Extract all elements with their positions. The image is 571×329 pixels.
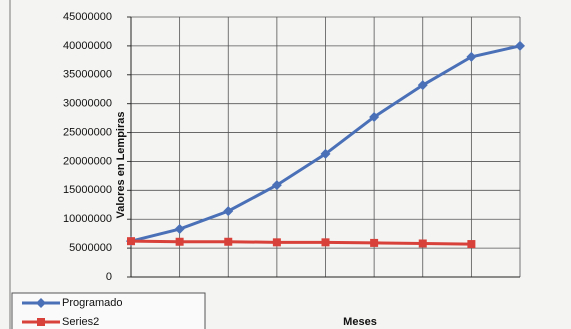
marker — [321, 238, 330, 247]
legend-label: Series2 — [62, 316, 99, 328]
x-axis-label: Meses — [343, 316, 377, 328]
marker — [224, 237, 233, 246]
legend-label: Programado — [62, 297, 123, 309]
marker — [418, 239, 427, 248]
marker — [417, 80, 428, 91]
marker — [175, 237, 184, 246]
marker — [174, 224, 185, 235]
marker — [370, 238, 379, 247]
marker — [320, 148, 331, 159]
y-tick-label: 30000000 — [63, 98, 112, 110]
marker — [223, 206, 234, 217]
series-line — [130, 239, 472, 246]
marker — [369, 111, 380, 122]
marker — [515, 40, 525, 51]
y-tick-label: 20000000 — [63, 155, 112, 167]
y-tick-label: 10000000 — [63, 213, 112, 225]
marker — [127, 237, 135, 246]
marker — [271, 180, 282, 191]
marker — [466, 51, 477, 62]
y-tick-label: 15000000 — [63, 184, 112, 196]
y-tick-label: 25000000 — [63, 126, 112, 138]
y-tick-label: 45000000 — [63, 11, 112, 23]
y-tick-label: 35000000 — [63, 69, 112, 81]
marker — [467, 240, 476, 249]
marker — [272, 238, 281, 247]
y-tick-label: 0 — [106, 271, 112, 283]
marker — [37, 318, 45, 326]
y-tick-label: 5000000 — [69, 242, 112, 254]
y-axis-label: Valores en Lempiras — [115, 112, 127, 219]
marker — [36, 298, 46, 308]
y-tick-label: 40000000 — [63, 40, 112, 52]
